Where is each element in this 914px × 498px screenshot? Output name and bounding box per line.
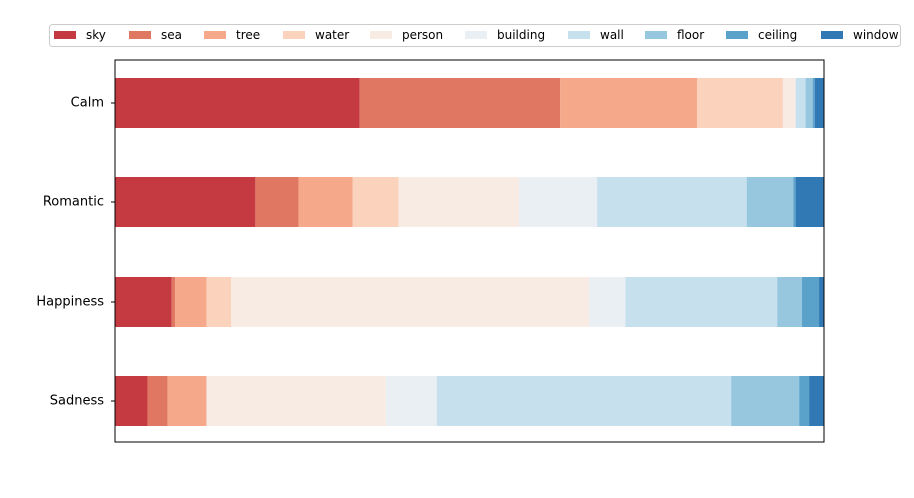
bar-segment-happiness-floor: [777, 277, 803, 327]
bar-segment-sadness-tree: [167, 376, 207, 426]
bar-segment-sadness-floor: [731, 376, 800, 426]
bar-segment-sadness-building: [385, 376, 437, 426]
bar-segment-romantic-person: [398, 177, 520, 227]
legend-swatch-floor: [645, 31, 667, 39]
legend-label-window: window: [853, 28, 899, 42]
legend-swatch-window: [821, 31, 843, 39]
bar-segment-happiness-sky: [115, 277, 172, 327]
legend-swatch-water: [283, 31, 305, 39]
bar-segment-calm-sea: [359, 78, 561, 128]
legend-swatch-tree: [204, 31, 226, 39]
bar-segment-sadness-person: [206, 376, 386, 426]
legend-swatch-sea: [129, 31, 151, 39]
bar-segment-sadness-wall: [436, 376, 732, 426]
bar-segment-calm-floor: [805, 78, 813, 128]
bar-segment-calm-sky: [115, 78, 360, 128]
legend-swatch-building: [465, 31, 487, 39]
bar-segment-happiness-ceiling: [802, 277, 820, 327]
legend-swatch-ceiling: [726, 31, 748, 39]
bar-segment-happiness-building: [589, 277, 626, 327]
legend-swatch-sky: [54, 31, 76, 39]
bar-segment-happiness-water: [206, 277, 232, 327]
legend-swatch-wall: [568, 31, 590, 39]
bar-segment-sadness-sky: [115, 376, 148, 426]
bar-segment-romantic-tree: [298, 177, 353, 227]
bar-segment-happiness-wall: [625, 277, 778, 327]
plot-bars: [115, 78, 824, 426]
bar-segment-romantic-sky: [115, 177, 256, 227]
legend-label-sea: sea: [161, 28, 182, 42]
legend-swatch-person: [370, 31, 392, 39]
bar-segment-calm-person: [782, 78, 796, 128]
y-tick-label: Happiness: [36, 295, 104, 310]
legend-label-water: water: [315, 28, 349, 42]
y-tick-label: Romantic: [43, 195, 104, 210]
legend-label-building: building: [497, 28, 545, 42]
bar-segment-calm-window: [814, 78, 824, 128]
bar-segment-sadness-sea: [147, 376, 168, 426]
legend-label-ceiling: ceiling: [758, 28, 797, 42]
bar-segment-calm-tree: [560, 78, 698, 128]
legend: sky sea tree water person building wall floor ce…: [49, 24, 901, 47]
y-axis-ticks: Calm Romantic Happiness Sadness: [36, 96, 115, 409]
bar-segment-calm-ceiling: [812, 78, 815, 128]
bar-segment-romantic-window: [795, 177, 824, 227]
legend-label-floor: floor: [677, 28, 704, 42]
bar-segment-romantic-wall: [597, 177, 747, 227]
bar-segment-sadness-window: [809, 376, 824, 426]
bar-segment-calm-wall: [795, 78, 806, 128]
bar-segment-calm-water: [697, 78, 783, 128]
bar-segment-romantic-building: [519, 177, 598, 227]
bar-segment-romantic-sea: [255, 177, 299, 227]
bar-segment-happiness-window: [819, 277, 824, 327]
legend-label-person: person: [402, 28, 443, 42]
bar-segment-romantic-ceiling: [793, 177, 796, 227]
bar-segment-happiness-sea: [171, 277, 176, 327]
legend-label-wall: wall: [600, 28, 624, 42]
bar-segment-sadness-ceiling: [799, 376, 810, 426]
legend-label-sky: sky: [86, 28, 106, 42]
bar-segment-happiness-tree: [175, 277, 207, 327]
y-tick-label: Calm: [71, 96, 104, 111]
bar-segment-romantic-water: [352, 177, 399, 227]
bar-segment-happiness-person: [231, 277, 590, 327]
legend-label-tree: tree: [236, 28, 260, 42]
bar-segment-romantic-floor: [746, 177, 794, 227]
plot-frame: [114, 59, 825, 443]
y-tick-label: Sadness: [50, 394, 104, 409]
